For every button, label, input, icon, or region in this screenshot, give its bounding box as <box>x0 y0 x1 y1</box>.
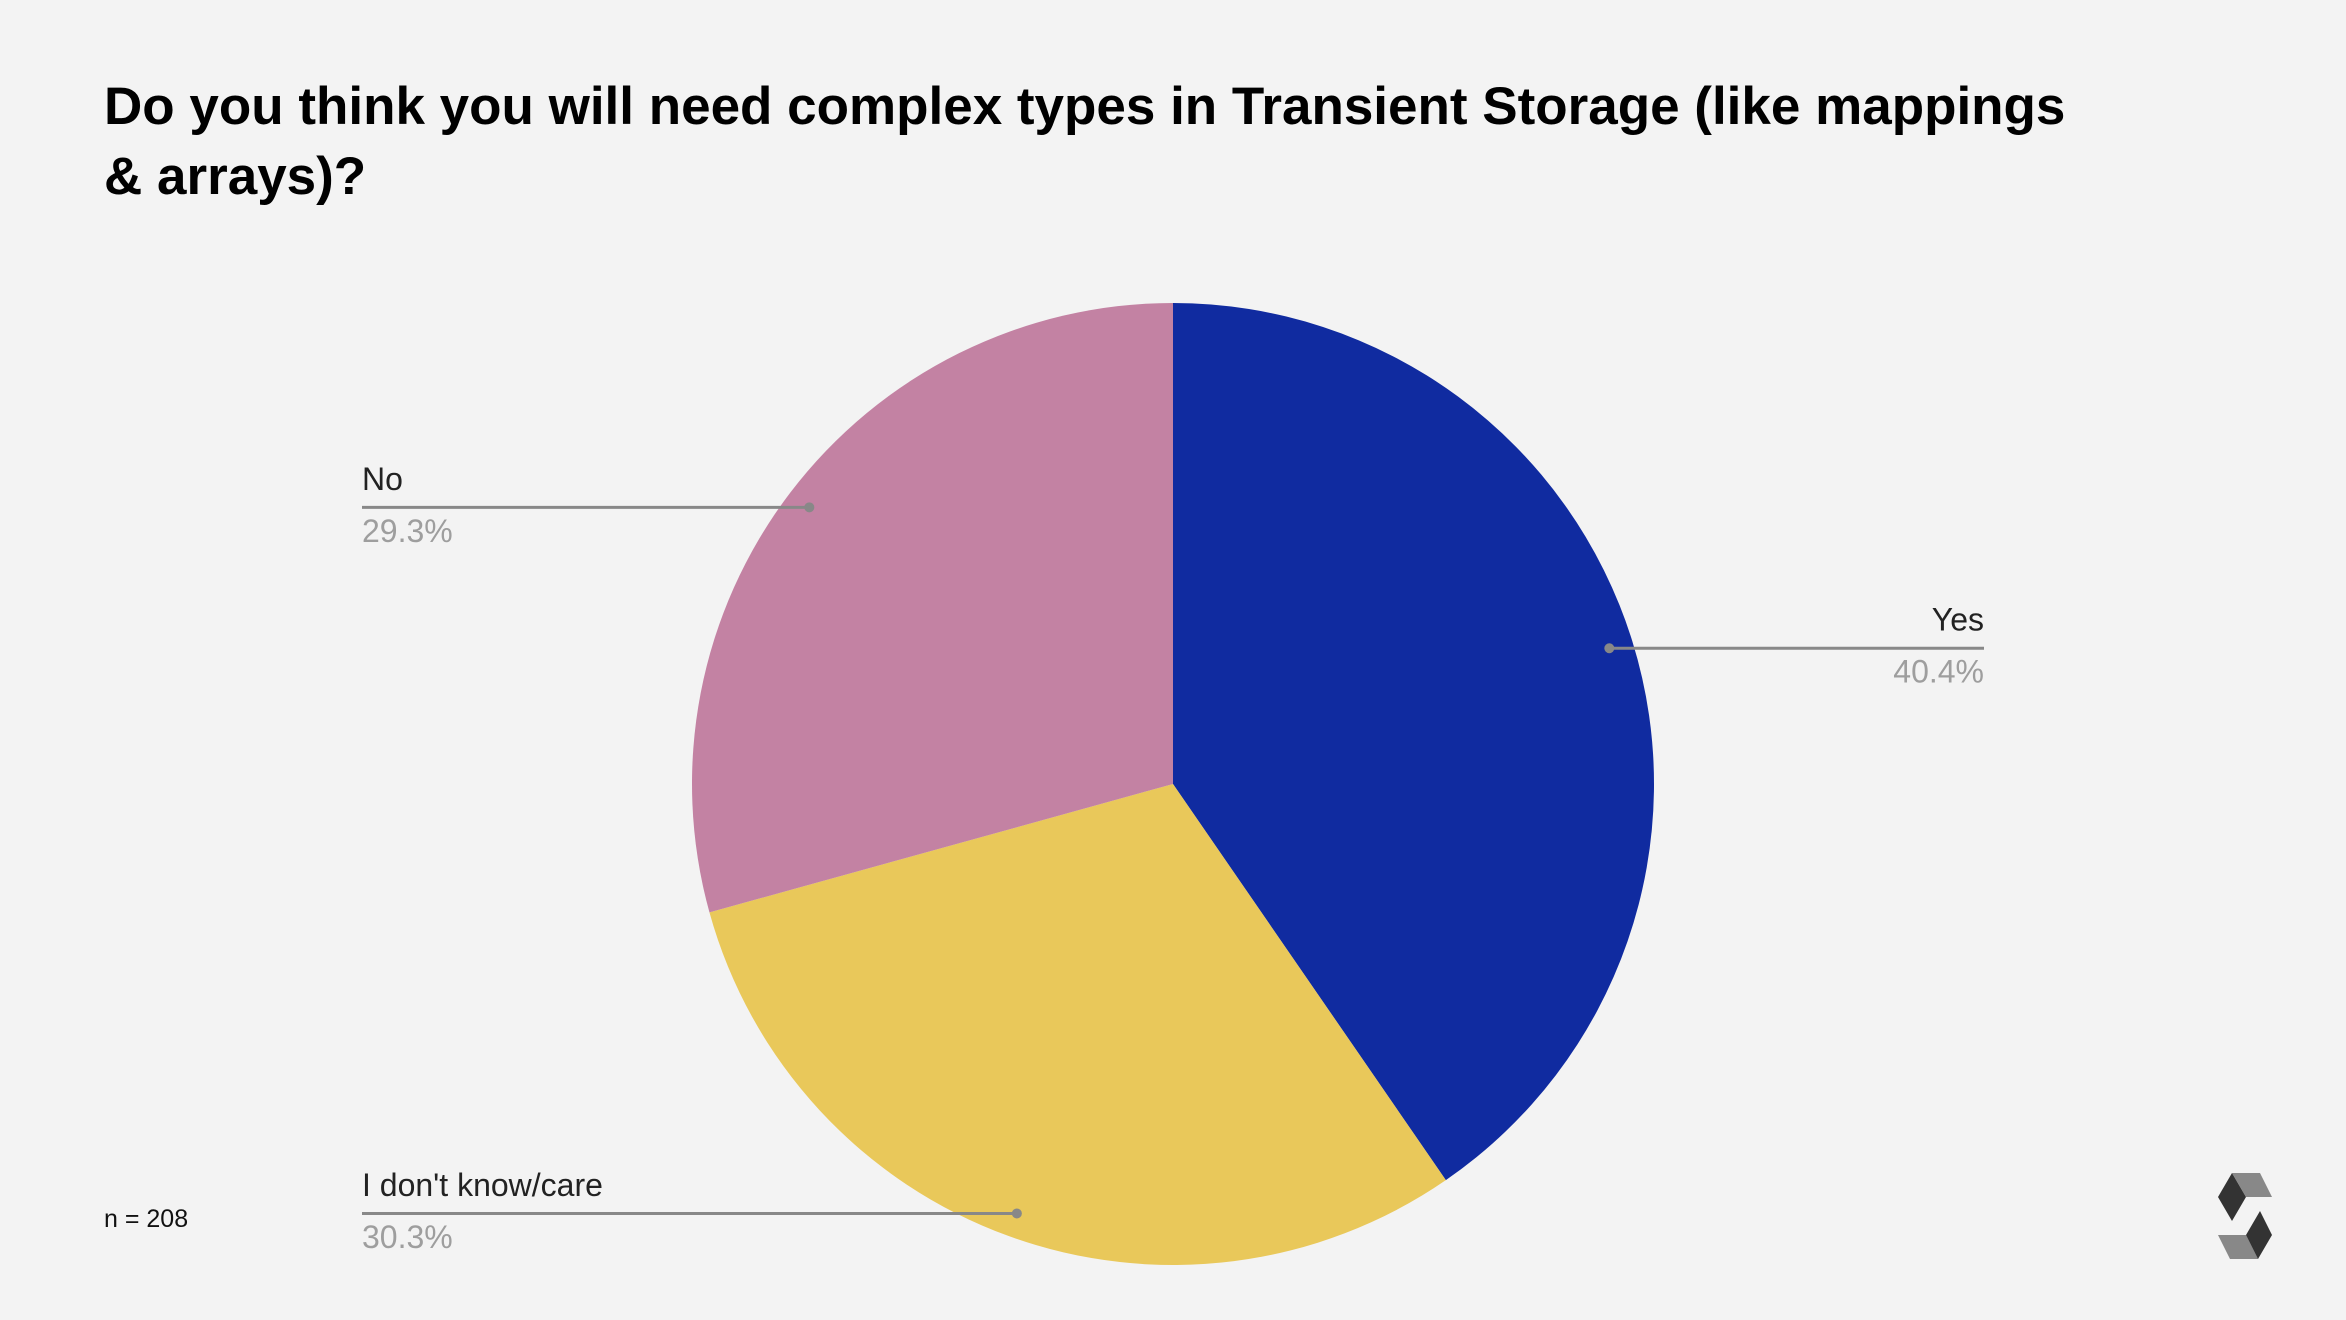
slice-label: No <box>362 461 403 497</box>
slice-value-label: 29.3% <box>362 513 453 549</box>
leader-dot <box>1604 643 1615 654</box>
slice-value-label: 30.3% <box>362 1219 453 1255</box>
slice-label: I don't know/care <box>362 1167 603 1203</box>
pie-slice <box>709 784 1446 1265</box>
pie-slice <box>1173 303 1654 1181</box>
sample-size-note: n = 208 <box>104 1205 189 1233</box>
slice-label: Yes <box>1932 602 1984 638</box>
slice-value-label: 40.4% <box>1893 654 1984 690</box>
pie-slice <box>692 303 1173 913</box>
leader-dot <box>1011 1208 1022 1219</box>
logo <box>2218 1173 2272 1259</box>
leader-dot <box>804 502 815 513</box>
chart-title: Do you think you will need complex types… <box>104 77 2066 206</box>
